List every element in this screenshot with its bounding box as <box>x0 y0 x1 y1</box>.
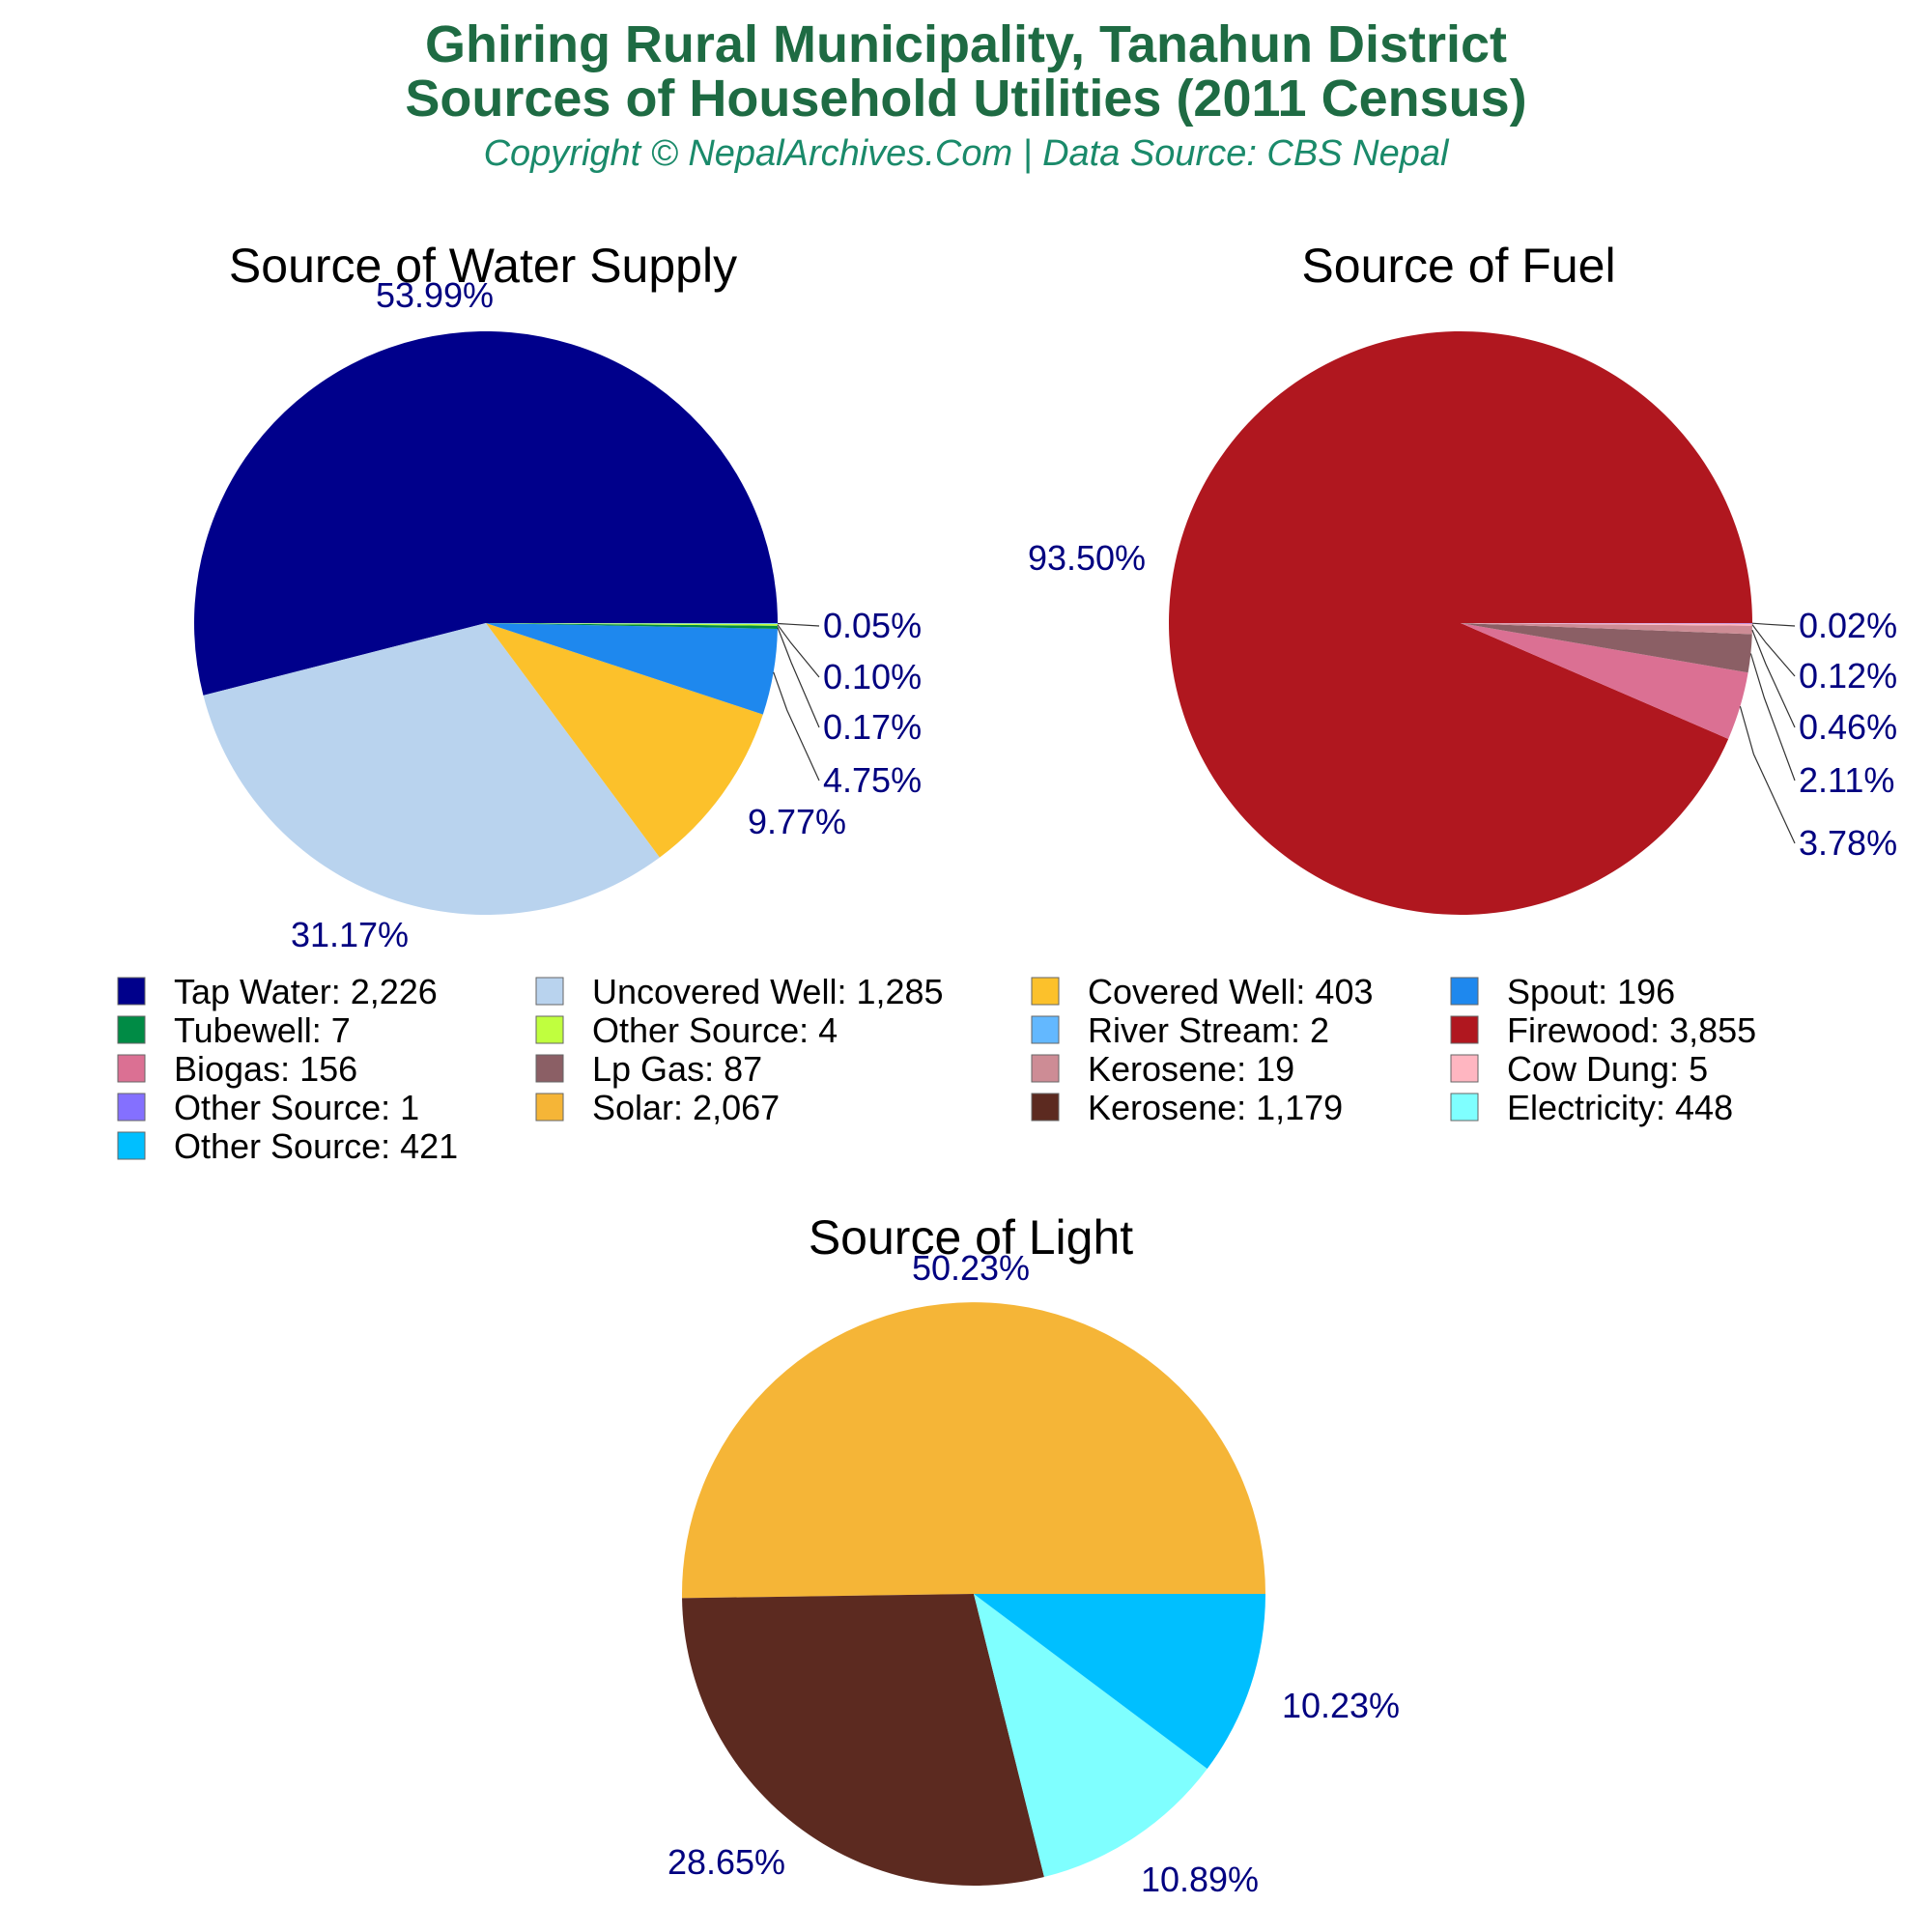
legend-label: Lp Gas: 87 <box>592 1049 762 1089</box>
fuel-pie: 93.50% 3.78% 2.11% 0.46% 0.12% 0.02% Source of… <box>1028 239 1897 915</box>
pie-slice-lp-gas <box>1461 623 1752 673</box>
percent-label: 93.50% <box>1028 538 1146 578</box>
percent-label: 50.23% <box>912 1248 1030 1288</box>
pie-title: Source of Fuel <box>1301 239 1615 293</box>
pie-slice-uncovered-well <box>203 623 660 916</box>
legend-label: Other Source: 421 <box>174 1126 458 1166</box>
legend-swatch <box>1450 1054 1479 1083</box>
pie-slice-solar <box>682 1302 1265 1599</box>
percent-label: 31.17% <box>291 915 409 954</box>
legend-swatch <box>117 977 146 1006</box>
percent-label: 3.78% <box>1799 823 1897 863</box>
pie-slice-biogas <box>1461 623 1748 739</box>
leader-line <box>1739 706 1796 844</box>
leader-line <box>1751 624 1796 677</box>
percent-label: 53.99% <box>376 275 494 315</box>
leader-line <box>777 627 820 728</box>
legend-label: Spout: 196 <box>1507 972 1675 1011</box>
legend-swatch <box>1031 1054 1060 1083</box>
percent-label: 10.89% <box>1141 1860 1259 1899</box>
leader-line <box>777 624 820 678</box>
legend-swatch <box>1450 977 1479 1006</box>
percent-label: 28.65% <box>668 1842 785 1882</box>
light-pie: 50.23% 28.65% 10.89% 10.23% Source of Light <box>668 1210 1400 1899</box>
pie-slice-tap-water <box>194 331 778 696</box>
percent-label: 9.77% <box>748 802 846 841</box>
legend-swatch <box>535 1054 564 1083</box>
legend-label: Firewood: 3,855 <box>1507 1010 1756 1050</box>
pie-title: Source of Water Supply <box>229 239 737 293</box>
percent-label: 0.12% <box>1799 656 1897 696</box>
legend-label: River Stream: 2 <box>1088 1010 1329 1050</box>
legend-swatch <box>535 977 564 1006</box>
percent-label: 0.02% <box>1799 606 1897 645</box>
percent-label: 0.10% <box>823 657 922 696</box>
pie-slice-other-source <box>974 1594 1265 1770</box>
percent-label: 0.17% <box>823 707 922 747</box>
legend-swatch <box>117 1131 146 1160</box>
legend-label: Covered Well: 403 <box>1088 972 1374 1011</box>
legend: Tap Water: 2,226 Uncovered Well: 1,285 Cov… <box>117 972 1756 1166</box>
pie-slice-kerosene <box>682 1594 1044 1887</box>
legend-label: Kerosene: 1,179 <box>1088 1088 1343 1127</box>
legend-swatch <box>1450 1015 1479 1044</box>
leader-line <box>1749 653 1796 781</box>
legend-swatch <box>117 1054 146 1083</box>
leader-line <box>777 622 820 627</box>
legend-swatch <box>535 1015 564 1044</box>
legend-label: Tubewell: 7 <box>174 1010 351 1050</box>
pie-slice-covered-well <box>486 623 763 858</box>
chart-subtitle: Copyright © NepalArchives.Com | Data Sou… <box>483 133 1449 174</box>
chart-title-line1: Ghiring Rural Municipality, Tanahun Dist… <box>424 15 1508 73</box>
pie-slice-other-source <box>486 623 778 626</box>
pie-slice-tubewell <box>486 623 778 629</box>
legend-label: Electricity: 448 <box>1507 1088 1733 1127</box>
percent-label: 2.11% <box>1799 760 1894 800</box>
legend-label: Tap Water: 2,226 <box>174 972 438 1011</box>
pie-slice-cow-dung <box>1461 623 1752 626</box>
pie-slice-spout <box>486 623 778 715</box>
legend-swatch <box>117 1015 146 1044</box>
leader-line <box>773 671 820 781</box>
legend-label: Other Source: 4 <box>592 1010 838 1050</box>
leader-line <box>1751 622 1796 627</box>
legend-label: Kerosene: 19 <box>1088 1049 1294 1089</box>
chart-title-line2: Sources of Household Utilities (2011 Cen… <box>405 70 1527 128</box>
legend-label: Uncovered Well: 1,285 <box>592 972 944 1011</box>
legend-swatch <box>117 1093 146 1122</box>
pie-slice-firewood <box>1169 330 1752 915</box>
legend-swatch <box>1031 1093 1060 1122</box>
percent-label: 10.23% <box>1282 1686 1400 1725</box>
percent-label: 4.75% <box>823 760 922 800</box>
legend-swatch <box>1450 1093 1479 1122</box>
legend-label: Biogas: 156 <box>174 1049 357 1089</box>
legend-swatch <box>535 1093 564 1122</box>
pie-slice-kerosene <box>1461 623 1752 635</box>
percent-label: 0.46% <box>1799 707 1897 747</box>
legend-label: Solar: 2,067 <box>592 1088 780 1127</box>
water-supply-pie: 53.99% 31.17% 9.77%4.75% 0.17% 0.10% 0.05% Sou… <box>194 239 922 954</box>
legend-swatch <box>1031 1015 1060 1044</box>
legend-label: Cow Dung: 5 <box>1507 1049 1708 1089</box>
percent-label: 0.05% <box>823 606 922 645</box>
pie-slice-electricity <box>974 1594 1208 1878</box>
pie-title: Source of Light <box>809 1210 1133 1264</box>
legend-label: Other Source: 1 <box>174 1088 419 1127</box>
leader-line <box>1751 629 1796 728</box>
legend-swatch <box>1031 977 1060 1006</box>
pie-slice-river-stream <box>486 623 779 624</box>
